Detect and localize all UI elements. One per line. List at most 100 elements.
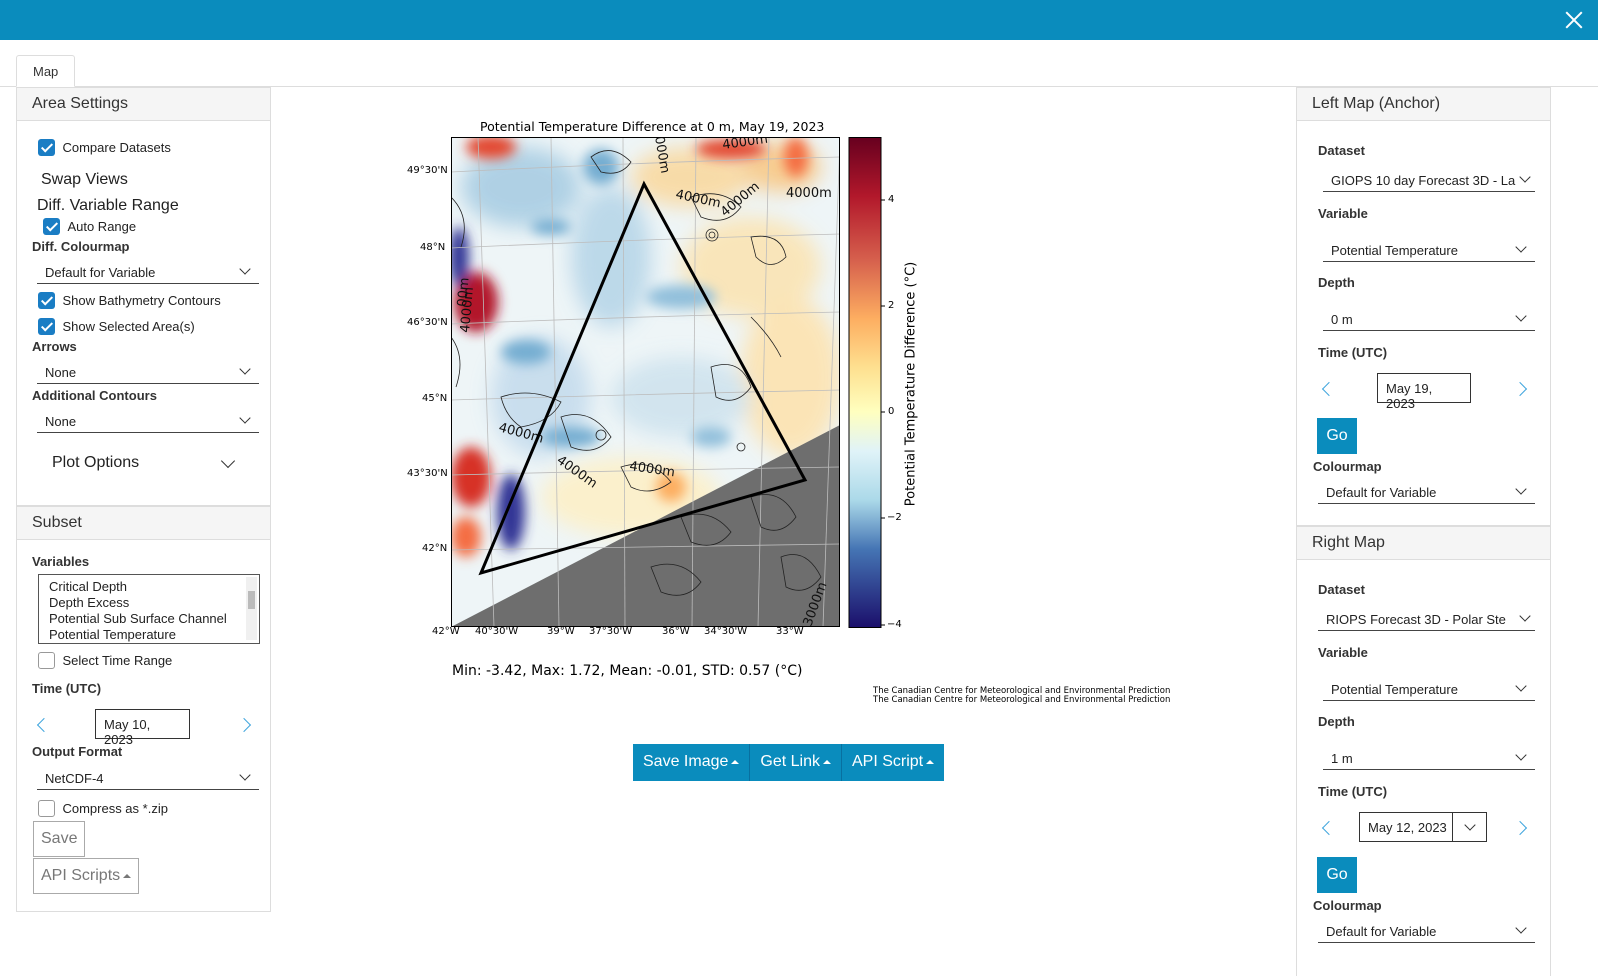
lon-tick-label: 39°W [547,626,575,637]
colorbar-label: Potential Temperature Difference (°C) [903,261,919,507]
left-next-date-arrow[interactable] [1512,381,1528,397]
left-prev-date-arrow[interactable] [1321,381,1337,397]
right-depth-select[interactable]: 1 m [1323,746,1535,770]
show-selected-areas-checkbox[interactable] [38,318,55,336]
output-format-value: NetCDF-4 [45,771,104,786]
chevron-down-icon [1515,922,1527,934]
select-time-range-checkbox[interactable] [38,652,55,670]
left-depth-select[interactable]: 0 m [1323,307,1535,331]
scrollbar-thumb[interactable] [248,591,255,609]
list-item[interactable]: Critical Depth [49,579,128,594]
right-prev-date-arrow[interactable] [1321,820,1337,836]
tab-map[interactable]: Map [16,55,76,87]
close-icon[interactable] [1562,8,1586,32]
output-format-select[interactable]: NetCDF-4 [37,766,259,790]
chevron-down-icon [1519,171,1531,183]
select-time-range-row[interactable]: Select Time Range [38,652,172,670]
plot-options-toggle[interactable]: Plot Options [52,453,237,478]
compare-datasets-checkbox[interactable] [38,139,55,157]
tab-row: Map [0,55,1598,87]
additional-contours-label: Additional Contours [32,388,157,403]
right-map-title: Right Map [1297,527,1550,560]
chevron-down-icon [1515,241,1527,253]
subset-title: Subset [17,507,270,540]
right-dataset-select[interactable]: RIOPS Forecast 3D - Polar Ste [1318,607,1535,631]
right-map-panel: Right Map Dataset RIOPS Forecast 3D - Po… [1296,526,1551,976]
arrows-select[interactable]: None [37,360,259,384]
lon-tick-label: 36°W [662,626,690,637]
save-button[interactable]: Save [33,821,86,857]
variables-listbox[interactable]: Critical Depth Depth Excess Potential Su… [38,574,260,644]
diff-colourmap-label: Diff. Colourmap [32,239,130,254]
list-item[interactable]: Potential Temperature [49,627,176,642]
api-scripts-button[interactable]: API Scripts [33,858,140,894]
save-image-label: Save Image [643,753,729,770]
colorbar-tick-label: 2 [888,300,895,311]
plot-title: Potential Temperature Difference at 0 m,… [480,119,825,134]
chevron-down-icon [239,363,251,375]
show-bathymetry-checkbox[interactable] [38,292,55,310]
chevron-down-icon [239,412,251,424]
swap-views-button[interactable]: Swap Views [41,171,128,188]
prev-date-arrow[interactable] [36,717,52,733]
auto-range-row[interactable]: Auto Range [43,218,136,236]
compress-checkbox[interactable] [38,800,55,818]
left-variable-select[interactable]: Potential Temperature [1323,238,1535,262]
lon-tick-label: 42°W [432,626,460,637]
colorbar-tick-label: 4 [888,194,895,205]
left-colourmap-label: Colourmap [1313,459,1382,474]
left-variable-value: Potential Temperature [1331,243,1458,258]
temperature-features [451,137,808,557]
variables-label: Variables [32,554,90,569]
caret-up-icon [123,873,132,878]
plot-actions-group: Save Image Get Link API Script [633,744,945,781]
top-bar [0,0,1598,40]
show-selected-areas-row[interactable]: Show Selected Area(s) [38,318,195,336]
left-colourmap-select[interactable]: Default for Variable [1318,480,1535,504]
subset-date-input[interactable]: May 10, 2023 [95,709,190,747]
additional-contours-select[interactable]: None [37,409,259,433]
map-plot[interactable]: 4000m 4000m 4000m 4000m 4000m 4000m 4000… [451,137,840,627]
contour-label: 000m [651,137,672,175]
api-script-button[interactable]: API Script [841,744,945,781]
show-bathymetry-row[interactable]: Show Bathymetry Contours [38,292,221,310]
select-time-range-label: Select Time Range [62,653,173,669]
compress-row[interactable]: Compress as *.zip [38,800,168,818]
compare-datasets-row[interactable]: Compare Datasets [38,139,171,157]
compress-label: Compress as *.zip [62,801,168,817]
diff-colourmap-select[interactable]: Default for Variable [37,260,259,284]
left-map-panel: Left Map (Anchor) Dataset GIOPS 10 day F… [1296,87,1551,526]
right-time-label: Time (UTC) [1318,784,1388,799]
left-go-button[interactable]: Go [1317,418,1357,454]
save-image-button[interactable]: Save Image [633,744,751,781]
colorbar [848,137,885,628]
chevron-down-icon [1519,610,1531,622]
selected-area-triangle[interactable] [478,180,808,576]
auto-range-checkbox[interactable] [43,218,60,236]
subset-panel: Subset Variables Critical Depth Depth Ex… [16,506,271,912]
right-go-button[interactable]: Go [1317,857,1357,893]
list-item[interactable]: Depth Excess [49,595,130,610]
chevron-down-icon [1515,749,1527,761]
compare-datasets-label: Compare Datasets [62,140,171,156]
list-item[interactable]: Potential Sub Surface Channel [49,611,227,626]
next-date-arrow[interactable] [236,717,252,733]
right-depth-value: 1 m [1331,751,1353,766]
right-date-input[interactable]: May 12, 2023 [1359,812,1487,842]
left-dataset-select[interactable]: GIOPS 10 day Forecast 3D - La [1323,168,1535,192]
date-dropdown-button[interactable] [1452,813,1486,841]
right-dataset-label: Dataset [1318,582,1365,597]
listbox-scrollbar[interactable] [246,577,257,640]
right-colourmap-select[interactable]: Default for Variable [1318,919,1535,943]
right-next-date-arrow[interactable] [1512,820,1528,836]
get-link-button[interactable]: Get Link [750,744,842,781]
subset-time-label: Time (UTC) [32,681,102,696]
left-time-label: Time (UTC) [1318,345,1388,360]
lon-tick-label: 34°30'W [704,626,748,637]
left-date-input[interactable]: May 19, 2023 [1377,373,1471,411]
lon-tick-label: 37°30'W [589,626,633,637]
plot-options-label: Plot Options [52,454,140,471]
chevron-down-icon [1515,310,1527,322]
lat-tick-label: 43°30'N [407,468,448,479]
right-variable-select[interactable]: Potential Temperature [1323,677,1535,701]
